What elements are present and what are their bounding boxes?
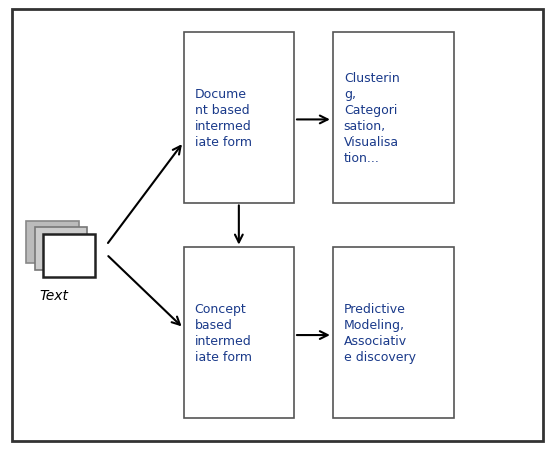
FancyBboxPatch shape xyxy=(12,10,543,441)
Text: Text: Text xyxy=(39,288,68,302)
FancyBboxPatch shape xyxy=(332,33,454,203)
FancyBboxPatch shape xyxy=(43,235,95,277)
FancyBboxPatch shape xyxy=(332,248,454,418)
Text: Predictive
Modeling,
Associativ
e discovery: Predictive Modeling, Associativ e discov… xyxy=(344,303,416,364)
Text: Concept
based
intermed
iate form: Concept based intermed iate form xyxy=(195,303,251,364)
FancyBboxPatch shape xyxy=(184,33,294,203)
FancyBboxPatch shape xyxy=(26,221,79,263)
FancyBboxPatch shape xyxy=(184,248,294,418)
Text: Clusterin
g,
Categori
sation,
Visualisa
tion...: Clusterin g, Categori sation, Visualisa … xyxy=(344,72,400,164)
FancyBboxPatch shape xyxy=(34,228,87,270)
Text: Docume
nt based
intermed
iate form: Docume nt based intermed iate form xyxy=(195,87,251,148)
